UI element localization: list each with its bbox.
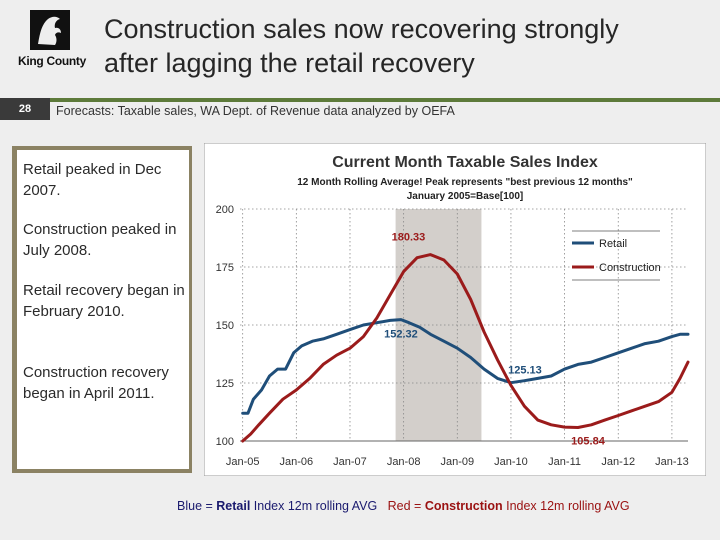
x-tick-label-2006: Jan-06 <box>280 456 314 468</box>
caption-blue-suffix: Index 12m rolling AVG <box>250 499 378 513</box>
x-tick-label-2005: Jan-05 <box>226 456 260 468</box>
bullet-construction-peak: Construction peaked in July 2008. <box>23 221 177 259</box>
annotation-construction-peak: 180.33 <box>392 232 426 244</box>
x-tick-label-2011: Jan-11 <box>548 456 581 468</box>
x-tick-label-2008: Jan-08 <box>387 456 421 468</box>
bullet-box <box>17 150 189 469</box>
caption-red-suffix: Index 12m rolling AVG <box>502 499 630 513</box>
slide-title-line-2: after lagging the retail recovery <box>104 48 475 78</box>
chart-svg: Current Month Taxable Sales Index 12 Mont… <box>203 142 707 477</box>
recession-shaded-band <box>395 209 482 441</box>
annotation-construction-trough: 105.84 <box>571 435 606 447</box>
chart-caption: Blue = Retail Index 12m rolling AVG Red … <box>177 499 630 513</box>
caption-blue-prefix: Blue = <box>177 499 217 513</box>
king-county-logo-icon <box>30 10 70 50</box>
annotation-retail-peak: 152.32 <box>384 329 418 341</box>
king-county-logo: King County <box>8 10 88 74</box>
x-tick-label-2010: Jan-10 <box>494 456 528 468</box>
legend-label-retail: Retail <box>599 238 627 250</box>
y-tick-label-150: 150 <box>216 320 234 332</box>
chart-title: Current Month Taxable Sales Index <box>332 154 598 171</box>
chart-subtitle-line-2: January 2005=Base[100] <box>407 191 523 202</box>
series-line-construction <box>241 253 690 443</box>
caption-blue-bold: Retail <box>216 499 251 513</box>
slide-title: Construction sales now recovering strong… <box>104 12 704 80</box>
slide-number: 28 <box>0 98 50 120</box>
y-tick-label-175: 175 <box>216 262 234 274</box>
slide-title-line-1: Construction sales now recovering strong… <box>104 14 619 44</box>
y-tick-label-200: 200 <box>216 204 234 216</box>
source-note: Forecasts: Taxable sales, WA Dept. of Re… <box>56 104 455 118</box>
logo-text: King County <box>17 54 87 68</box>
annotation-retail-trough: 125.13 <box>508 365 542 377</box>
x-tick-label-2013: Jan-13 <box>655 456 689 468</box>
bullet-retail-recovery: Retail recovery began in February 2010. <box>23 282 185 320</box>
bullet-construction-recovery: Construction recovery began in April 201… <box>23 364 169 402</box>
taxable-sales-chart: Current Month Taxable Sales Index 12 Mont… <box>203 142 707 477</box>
header-divider <box>0 98 720 102</box>
legend-label-construction: Construction <box>599 262 661 274</box>
chart-subtitle-line-1: 12 Month Rolling Average! Peak represent… <box>297 177 633 188</box>
caption-red-bold: Construction <box>424 499 503 513</box>
caption-red-prefix: Red = <box>387 499 425 513</box>
x-tick-label-2007: Jan-07 <box>333 456 367 468</box>
series-line-retail <box>241 318 690 415</box>
y-tick-label-125: 125 <box>216 378 234 390</box>
y-tick-label-100: 100 <box>216 436 234 448</box>
x-tick-label-2012: Jan-12 <box>601 456 635 468</box>
bullet-retail-peak: Retail peaked in Dec 2007. <box>23 161 162 199</box>
x-tick-label-2009: Jan-09 <box>440 456 474 468</box>
